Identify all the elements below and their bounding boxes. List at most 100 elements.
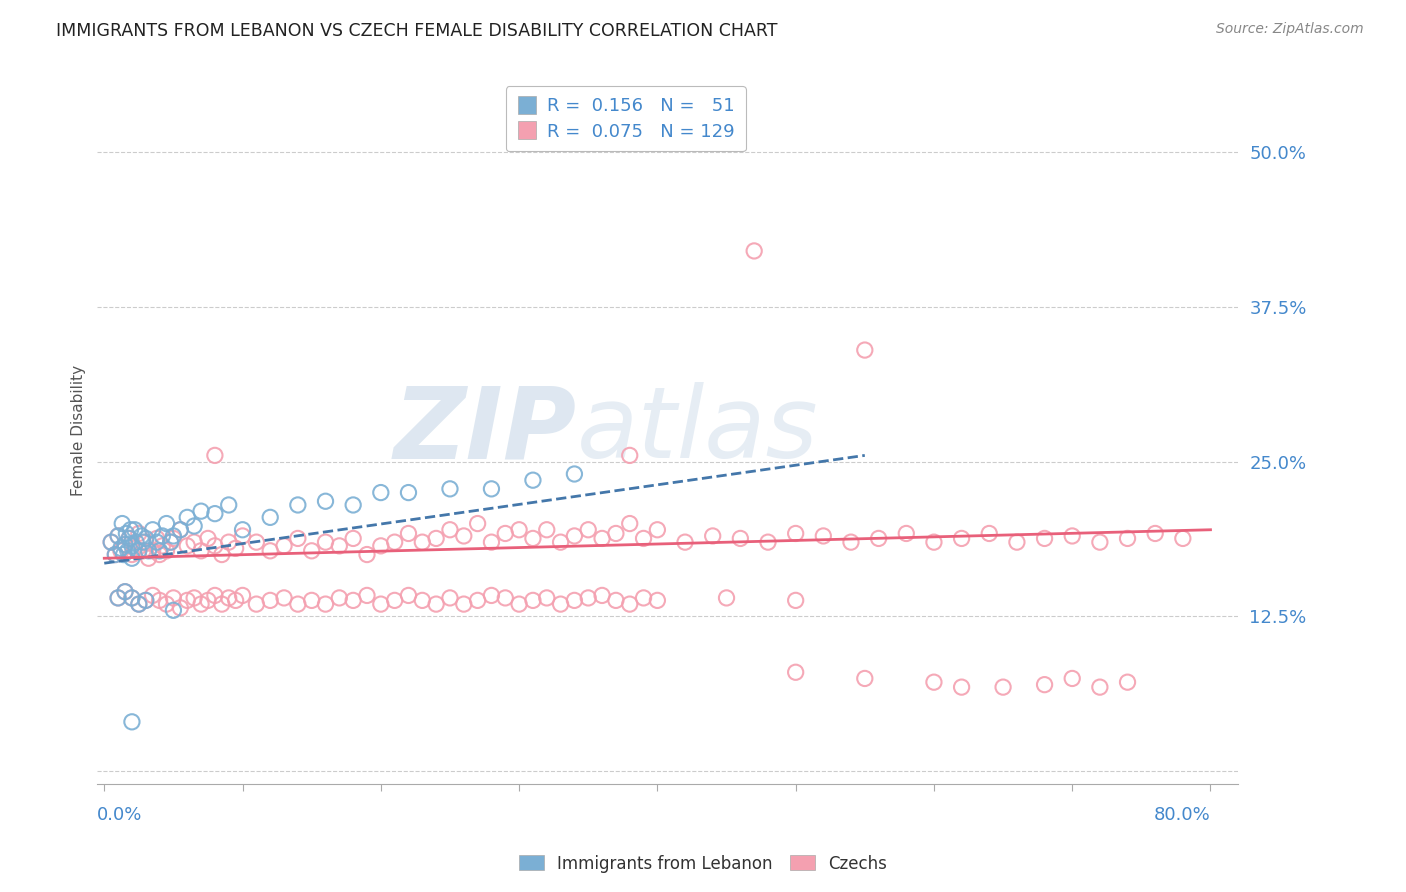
Point [218,535,240,549]
Point [159,535,181,549]
Point [494,591,516,605]
Point [1171,532,1194,546]
Point [619,597,641,611]
Point [104,548,127,562]
Point [131,529,153,543]
Point [1144,526,1167,541]
Point [1033,678,1056,692]
Point [398,589,420,603]
Point [633,532,655,546]
Point [148,548,170,562]
Point [114,538,136,552]
Point [190,544,212,558]
Point [183,535,205,549]
Point [128,597,150,611]
Point [591,589,613,603]
Point [135,593,157,607]
Point [853,343,876,357]
Point [150,529,173,543]
Text: IMMIGRANTS FROM LEBANON VS CZECH FEMALE DISABILITY CORRELATION CHART: IMMIGRANTS FROM LEBANON VS CZECH FEMALE … [56,22,778,40]
Point [564,529,586,543]
Point [107,591,129,605]
Point [785,665,807,680]
Point [508,597,530,611]
Point [150,539,173,553]
Point [125,535,148,549]
Point [508,523,530,537]
Point [273,539,295,553]
Point [619,449,641,463]
Point [204,507,226,521]
Point [979,526,1001,541]
Point [411,593,433,607]
Point [114,538,136,552]
Point [169,523,191,537]
Point [673,535,696,549]
Point [439,523,461,537]
Point [232,589,254,603]
Point [121,548,143,562]
Point [155,597,177,611]
Point [868,532,890,546]
Point [142,523,165,537]
Point [104,548,127,562]
Point [259,510,281,524]
Point [142,589,165,603]
Point [922,675,945,690]
Point [107,529,129,543]
Point [107,529,129,543]
Point [742,244,765,258]
Point [356,548,378,562]
Point [619,516,641,531]
Point [118,532,141,546]
Point [138,544,160,558]
Point [342,593,364,607]
Point [287,532,309,546]
Point [259,593,281,607]
Point [273,591,295,605]
Point [148,544,170,558]
Point [115,526,138,541]
Point [756,535,779,549]
Point [481,535,503,549]
Point [411,535,433,549]
Text: ZIP: ZIP [394,382,576,479]
Point [211,548,233,562]
Point [1116,532,1139,546]
Point [232,523,254,537]
Point [159,535,181,549]
Point [121,539,143,553]
Point [183,591,205,605]
Point [813,529,835,543]
Point [1088,535,1111,549]
Point [991,680,1014,694]
Point [315,494,337,508]
Point [576,591,599,605]
Point [287,597,309,611]
Point [328,591,350,605]
Point [605,526,627,541]
Point [183,519,205,533]
Text: 0.0%: 0.0% [97,806,143,824]
Point [259,544,281,558]
Point [853,672,876,686]
Point [124,541,146,556]
Point [114,584,136,599]
Point [245,535,267,549]
Point [148,593,170,607]
Point [100,535,122,549]
Point [176,510,198,524]
Point [146,532,169,546]
Point [702,529,724,543]
Point [169,523,191,537]
Point [176,539,198,553]
Point [370,485,392,500]
Point [110,541,132,556]
Point [467,593,489,607]
Point [730,532,752,546]
Point [146,535,169,549]
Point [839,535,862,549]
Point [591,532,613,546]
Point [135,593,157,607]
Point [564,467,586,481]
